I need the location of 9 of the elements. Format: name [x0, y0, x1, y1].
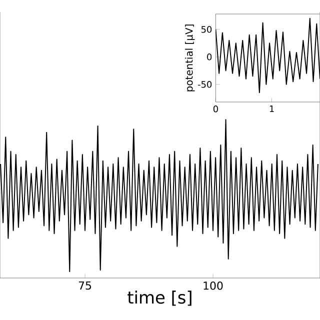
y-axis-title: potential [μV] — [185, 24, 195, 92]
x-tick-label: 75 — [78, 282, 92, 290]
y-tick-label: 0 — [207, 54, 212, 60]
x-tick-label: 100 — [204, 282, 223, 290]
x-axis-title: time [s] — [128, 290, 192, 306]
y-tick-label: -50 — [198, 81, 212, 88]
y-tick-label: 50 — [201, 26, 212, 33]
line-series — [216, 18, 320, 94]
x-tick-label: 1 — [270, 106, 274, 112]
